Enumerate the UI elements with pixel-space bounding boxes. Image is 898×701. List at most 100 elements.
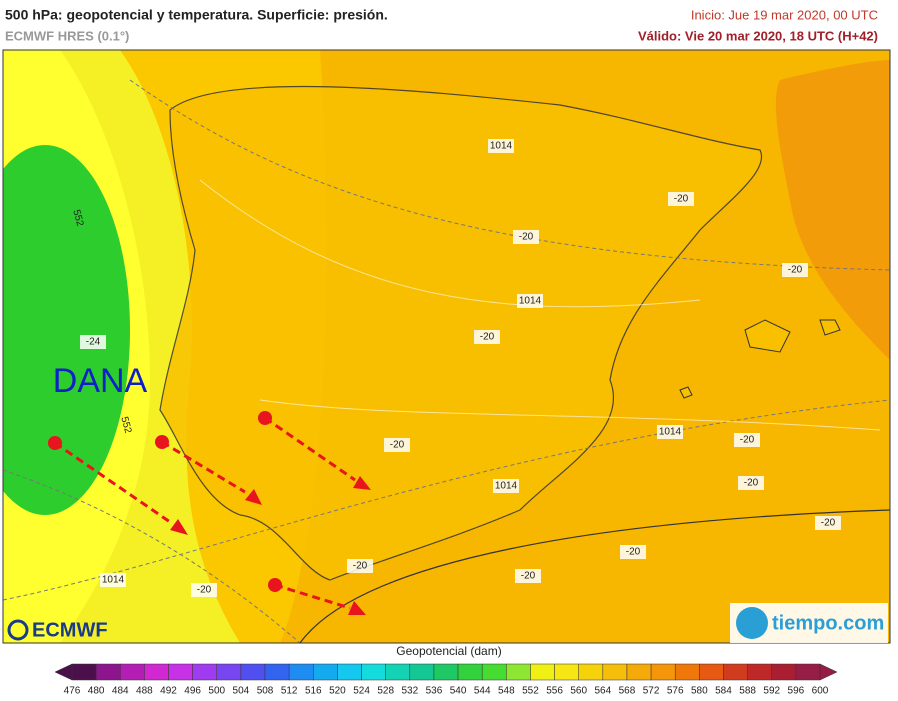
label-box — [493, 479, 519, 493]
colorbar-swatch — [699, 663, 724, 681]
map-label: 1014 — [490, 141, 513, 152]
dana-label: DANA — [53, 362, 148, 400]
map-label: -20 — [744, 478, 759, 489]
ecmwf-text: ECMWF — [32, 619, 108, 641]
label-box — [734, 433, 760, 447]
map-label: 1014 — [495, 481, 518, 492]
label-box — [80, 335, 106, 349]
colorbar-swatch — [95, 663, 121, 681]
map-label: -20 — [197, 585, 212, 596]
colorbar-swatch — [650, 663, 676, 681]
colorbar-tick-label: 540 — [450, 686, 467, 697]
colorbar-swatch — [771, 663, 797, 681]
colorbar-swatch — [409, 663, 435, 681]
colorbar-tick-label: 576 — [667, 686, 684, 697]
map-label: 1014 — [659, 427, 682, 438]
label-box — [515, 569, 541, 583]
colorbar-tick-label: 496 — [184, 686, 201, 697]
map-label: -20 — [740, 435, 755, 446]
label-box — [513, 230, 539, 244]
map-label: 552 — [118, 416, 133, 435]
colorbar-tick-label: 492 — [160, 686, 177, 697]
colorbar: 476 480 484 488 492 496 500 504 508 512 516 520 524 5… — [54, 663, 838, 697]
label-box — [657, 425, 683, 439]
colorbar-tick-label: 596 — [788, 686, 805, 697]
model: ECMWF HRES (0.1°) — [5, 28, 129, 43]
map: DANA — [2, 49, 891, 644]
colorbar-tick-label: 544 — [474, 686, 491, 697]
colorbar-swatch — [385, 663, 411, 681]
colorbar-tick-label: 488 — [136, 686, 153, 697]
colorbar-end — [54, 663, 73, 681]
label-box — [668, 192, 694, 206]
colorbar-swatch — [337, 663, 362, 681]
colorbar-tick-label: 484 — [112, 686, 129, 697]
colorbar-swatch — [120, 663, 145, 681]
map-label: -20 — [519, 232, 534, 243]
colorbar-swatch — [216, 663, 242, 681]
label-box — [620, 545, 646, 559]
colorbar-swatch — [457, 663, 483, 681]
colorbar-tick-label: 548 — [498, 686, 515, 697]
init-time: Inicio: Jue 19 mar 2020, 00 UTC — [691, 7, 878, 22]
map-frame — [2, 49, 891, 644]
ecmwf-logo: ECMWF — [7, 619, 108, 641]
label-box — [474, 330, 500, 344]
colorbar-tick-label: 584 — [715, 686, 732, 697]
label-box — [782, 263, 808, 277]
label-box — [815, 516, 841, 530]
map-label: -20 — [626, 547, 641, 558]
map-label: -24 — [86, 337, 101, 348]
colorbar-tick-label: 560 — [570, 686, 587, 697]
map-label: 552 — [70, 209, 85, 228]
colorbar-swatch — [313, 663, 338, 681]
colorbar-tick-label: 524 — [353, 686, 370, 697]
colorbar-swatch — [168, 663, 193, 681]
colorbar-swatch — [71, 663, 97, 681]
colorbar-tick-label: 516 — [305, 686, 322, 697]
colorbar-title: Geopotencial (dam) — [396, 644, 501, 658]
colorbar-end — [819, 663, 838, 681]
colorbar-swatch — [723, 663, 748, 681]
colorbar-tick-label: 580 — [691, 686, 708, 697]
colorbar-swatch — [361, 663, 386, 681]
map-label: -20 — [390, 440, 405, 451]
label-box — [738, 476, 764, 490]
colorbar-tick-label: 532 — [401, 686, 418, 697]
colorbar-swatch — [481, 663, 507, 681]
colorbar-tick-label: 568 — [619, 686, 636, 697]
colorbar-swatch — [264, 663, 290, 681]
label-box — [488, 139, 514, 153]
colorbar-swatch — [144, 663, 169, 681]
colorbar-swatch — [674, 663, 700, 681]
tiempo-logo: tiempo.com — [730, 603, 888, 643]
map-label: 1014 — [519, 296, 542, 307]
colorbar-tick-label: 520 — [329, 686, 346, 697]
label-box — [347, 559, 373, 573]
colorbar-swatch — [626, 663, 652, 681]
map-label: -20 — [821, 518, 836, 529]
colorbar-tick-label: 572 — [643, 686, 660, 697]
colorbar-swatch — [795, 663, 821, 681]
map-label: -20 — [674, 194, 689, 205]
colorbar-tick-label: 592 — [763, 686, 780, 697]
map-labels: 1014 1014 1014 1014 1014 -20 -20 -20 -20 -20 -20 -2… — [70, 139, 841, 597]
colorbar-tick-label: 476 — [64, 686, 81, 697]
colorbar-tick-label: 564 — [594, 686, 611, 697]
colorbar-tick-label: 500 — [208, 686, 225, 697]
colorbar-swatch — [747, 663, 772, 681]
label-box — [517, 294, 543, 308]
label-box — [384, 438, 410, 452]
colorbar-swatch — [288, 663, 314, 681]
colorbar-swatch — [192, 663, 218, 681]
colorbar-tick-label: 480 — [88, 686, 105, 697]
tiempo-text: tiempo.com — [772, 612, 884, 634]
map-label: 1014 — [102, 575, 125, 586]
label-box — [100, 573, 126, 587]
colorbar-tick-label: 504 — [233, 686, 250, 697]
valid-time: Válido: Vie 20 mar 2020, 18 UTC (H+42) — [638, 28, 878, 43]
colorbar-swatch — [578, 663, 604, 681]
colorbar-swatch — [602, 663, 628, 681]
colorbar-swatch — [506, 663, 531, 681]
